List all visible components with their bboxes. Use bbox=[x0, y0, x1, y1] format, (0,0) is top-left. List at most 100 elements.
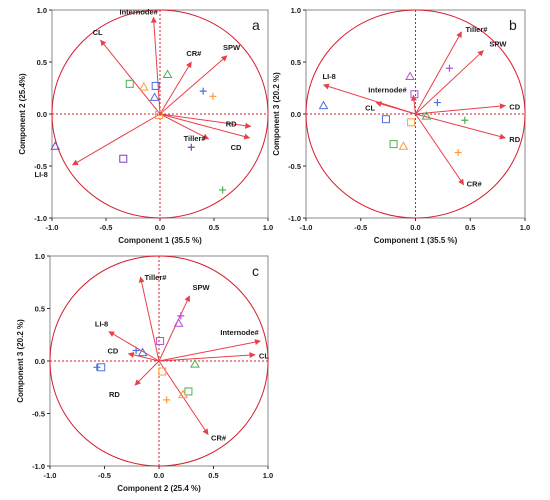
x-tick-label: -1.0 bbox=[44, 471, 57, 480]
panel-c: -1.0 -0.5 0.0 0.5 1.0 -1.0 -0.5 0.0 0.5 1.0 Compon… bbox=[16, 252, 273, 493]
y-tick-label: -1.0 bbox=[34, 214, 47, 223]
loading-vector bbox=[415, 113, 506, 140]
point-triangle-marker bbox=[178, 389, 188, 399]
y-tick-label: 0.5 bbox=[37, 58, 47, 67]
x-axis-title: Component 1 (35.5 %) bbox=[118, 236, 202, 245]
x-tick-label: 0.5 bbox=[209, 223, 219, 232]
point-square-marker bbox=[156, 337, 165, 346]
point-square-marker bbox=[119, 154, 128, 163]
point-triangle-marker bbox=[162, 69, 173, 78]
vector-label: CL bbox=[259, 352, 269, 361]
vector-label: Internode# bbox=[120, 7, 159, 16]
panel-a: -1.0 -0.5 0.0 0.5 1.0 -1.0 -0.5 0.0 0.5 1.0 Compon… bbox=[18, 6, 273, 245]
x-tick-label: 1.0 bbox=[263, 223, 273, 232]
x-tick-label: -0.5 bbox=[100, 223, 113, 232]
vector-label: CL bbox=[365, 104, 375, 113]
x-tick-label: 1.0 bbox=[520, 223, 530, 232]
point-plus-marker bbox=[187, 143, 195, 151]
loading-vector bbox=[159, 55, 228, 115]
vector-label: SPW bbox=[489, 40, 507, 49]
point-square-marker bbox=[184, 387, 193, 396]
vector-label: CD bbox=[509, 103, 520, 112]
point-square-marker bbox=[381, 115, 390, 124]
loading-vector bbox=[158, 352, 256, 362]
x-tick-label: 0.5 bbox=[465, 223, 475, 232]
vector-label: LI-8 bbox=[35, 170, 48, 179]
y-tick-label: -0.5 bbox=[34, 162, 47, 171]
vector-label: LI-8 bbox=[323, 72, 336, 81]
point-triangle-marker bbox=[50, 141, 61, 150]
loading-vector bbox=[150, 16, 161, 115]
loading-vector bbox=[134, 360, 160, 386]
loading-vector bbox=[159, 61, 192, 115]
x-tick-label: -1.0 bbox=[46, 223, 59, 232]
vector-label: LI-8 bbox=[95, 320, 108, 329]
vector-label: CD bbox=[107, 347, 118, 356]
vector-label: Tiller# bbox=[465, 25, 488, 34]
panel-letter: c bbox=[252, 263, 259, 279]
y-tick-label: 1.0 bbox=[35, 252, 45, 261]
y-tick-label: 0.0 bbox=[37, 110, 47, 119]
loading-vector bbox=[158, 339, 261, 362]
x-tick-label: -0.5 bbox=[354, 223, 367, 232]
vector-label: CR# bbox=[186, 49, 202, 58]
y-axis-title: Component 3 (20.2 %) bbox=[16, 319, 25, 403]
loading-vector bbox=[108, 331, 160, 362]
y-tick-label: 0.0 bbox=[291, 110, 301, 119]
y-axis-title: Component 2 (25.4%) bbox=[18, 73, 27, 155]
x-tick-label: 0.0 bbox=[154, 471, 164, 480]
vector-label: CR# bbox=[467, 180, 483, 189]
x-axis-title: Component 1 (35.5 %) bbox=[374, 236, 458, 245]
point-triangle-marker bbox=[398, 141, 409, 150]
point-plus-marker bbox=[445, 64, 453, 72]
loading-vector bbox=[410, 94, 417, 115]
point-plus-marker bbox=[219, 186, 227, 194]
loading-vector bbox=[415, 113, 465, 186]
vector-label: RD bbox=[109, 390, 120, 399]
point-triangle-marker bbox=[421, 111, 432, 120]
x-axis-title: Component 2 (25.4 %) bbox=[117, 484, 201, 493]
y-tick-label: -1.0 bbox=[32, 462, 45, 471]
x-tick-label: 0.0 bbox=[155, 223, 165, 232]
panel-b: -1.0 -0.5 0.0 0.5 1.0 -1.0 -0.5 0.0 0.5 1.0 Compon… bbox=[272, 6, 530, 245]
vector-label: Tiller# bbox=[144, 273, 167, 282]
vector-label: SPW bbox=[223, 43, 241, 52]
point-plus-marker bbox=[209, 92, 217, 100]
loading-vector bbox=[72, 113, 161, 166]
y-tick-label: 1.0 bbox=[291, 6, 301, 15]
loading-vector bbox=[100, 39, 161, 115]
point-plus-marker bbox=[461, 116, 469, 124]
y-tick-label: 0.5 bbox=[291, 58, 301, 67]
y-axis-title: Component 3 (20.2 %) bbox=[272, 72, 281, 156]
point-square-marker bbox=[151, 81, 160, 90]
x-tick-label: 0.5 bbox=[208, 471, 218, 480]
point-square-marker bbox=[125, 79, 134, 88]
point-triangle-marker bbox=[137, 347, 148, 357]
point-square-marker bbox=[407, 118, 416, 127]
point-plus-marker bbox=[93, 363, 101, 371]
vector-label: SPW bbox=[193, 283, 211, 292]
vector-label: CD bbox=[231, 143, 242, 152]
point-square-marker bbox=[154, 111, 163, 120]
point-plus-marker bbox=[454, 148, 462, 156]
y-tick-label: -0.5 bbox=[32, 410, 45, 419]
vector-label: Internode# bbox=[220, 328, 259, 337]
loading-vector bbox=[138, 276, 160, 362]
point-triangle-marker bbox=[190, 359, 200, 368]
loading-vector bbox=[415, 50, 484, 115]
loading-vector bbox=[375, 101, 416, 115]
loading-vector bbox=[159, 113, 251, 140]
loading-vector bbox=[159, 113, 210, 140]
vector-label: Internode# bbox=[368, 85, 407, 94]
x-tick-label: 0.0 bbox=[410, 223, 420, 232]
point-square-marker bbox=[158, 367, 167, 376]
x-tick-label: -0.5 bbox=[98, 471, 111, 480]
point-plus-marker bbox=[132, 347, 140, 354]
x-tick-label: 1.0 bbox=[263, 471, 273, 480]
point-triangle-marker bbox=[173, 318, 184, 327]
y-tick-label: 0.0 bbox=[35, 357, 45, 366]
vector-label: RD bbox=[226, 119, 237, 128]
vector-label: CL bbox=[93, 28, 103, 37]
point-plus-marker bbox=[433, 99, 441, 107]
point-triangle-marker bbox=[405, 71, 415, 81]
